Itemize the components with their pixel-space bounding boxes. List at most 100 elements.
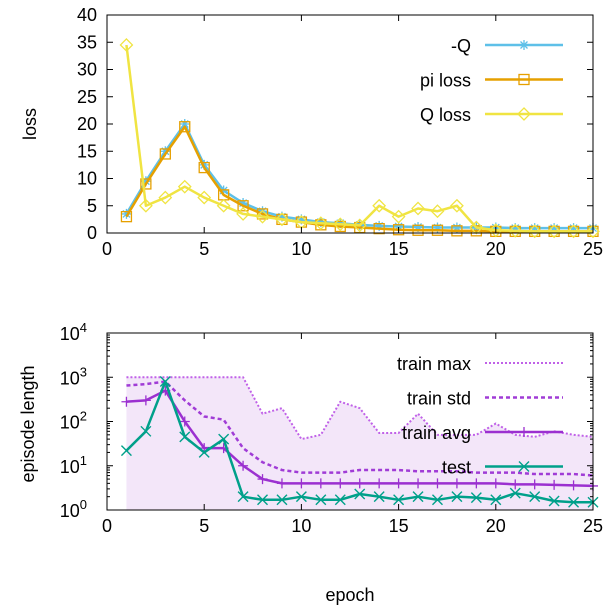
data-point <box>432 222 443 233</box>
data-point <box>568 496 580 508</box>
series-line <box>126 376 594 441</box>
x-tick-label: 5 <box>199 239 209 259</box>
data-point <box>236 207 250 221</box>
data-point <box>296 478 307 489</box>
legend-marker <box>518 73 530 86</box>
data-point <box>510 223 521 234</box>
data-point <box>256 208 269 220</box>
data-point <box>198 161 210 174</box>
legend-label: pi loss <box>420 71 471 91</box>
data-point <box>197 190 212 205</box>
data-point <box>372 198 387 213</box>
data-point <box>413 478 424 489</box>
data-point <box>393 494 405 506</box>
data-point <box>333 217 348 232</box>
x-tick-label: 5 <box>199 516 209 536</box>
data-point <box>119 38 134 52</box>
legend-label: test <box>442 458 471 478</box>
data-point <box>450 198 464 213</box>
data-point <box>313 216 328 231</box>
legend-entry-train-std: train std <box>407 389 563 409</box>
series-q-loss <box>119 38 600 239</box>
data-point <box>548 495 560 507</box>
data-point <box>549 479 560 490</box>
series-test <box>120 376 599 508</box>
x-tick-label: 25 <box>583 239 603 259</box>
data-point <box>549 223 560 234</box>
data-point <box>451 225 463 237</box>
data-point <box>392 224 405 236</box>
data-point <box>412 224 424 236</box>
data-point <box>529 491 541 503</box>
data-point <box>198 446 210 458</box>
legend-label: -Q <box>451 36 471 56</box>
data-point <box>411 201 425 216</box>
data-point <box>315 494 327 506</box>
data-point <box>140 395 151 406</box>
data-point <box>352 218 367 233</box>
data-point <box>374 478 385 489</box>
y-tick-label: 103 <box>60 364 87 388</box>
data-point <box>140 425 152 437</box>
x-tick-label: 15 <box>389 516 409 536</box>
data-point <box>354 488 366 500</box>
data-point <box>451 478 462 489</box>
legend-label: train max <box>397 354 471 374</box>
series-line <box>125 44 593 233</box>
series-line <box>125 122 593 230</box>
data-point <box>568 480 579 491</box>
x-tick-label: 0 <box>102 239 112 259</box>
episode-length-chart: episode length 0 5 10 15 20 25 100 101 102 103 104… <box>18 320 603 536</box>
legend-entry-test: test <box>442 458 563 478</box>
episode-length-plot-area: 0 5 10 15 20 25 100 101 102 103 104 <box>60 320 603 536</box>
data-point <box>451 491 463 503</box>
x-tick-label: 10 <box>291 239 311 259</box>
y-tick-label: 15 <box>77 141 97 161</box>
data-point <box>566 224 581 239</box>
legend-entry--q: -Q <box>451 36 563 56</box>
data-point <box>334 220 346 233</box>
y-tick-label: 101 <box>60 453 87 477</box>
legend-marker <box>519 40 529 50</box>
data-point <box>121 396 132 407</box>
data-point <box>120 210 133 223</box>
data-point <box>179 119 190 129</box>
y-tick-label: 10 <box>77 169 97 189</box>
data-point <box>568 223 579 234</box>
data-point <box>160 146 171 157</box>
legend-entry-q-loss: Q loss <box>420 105 563 125</box>
y-tick-label: 20 <box>77 114 97 134</box>
data-point <box>335 478 346 489</box>
data-point <box>510 479 521 490</box>
data-point <box>275 212 289 227</box>
loss-legend: -Q pi loss Q loss <box>420 36 563 125</box>
y-tick-label: 100 <box>60 497 87 521</box>
data-point <box>140 176 151 187</box>
data-point <box>430 204 445 219</box>
episode-length-y-axis-label: episode length <box>18 365 38 482</box>
data-point <box>315 478 326 489</box>
y-tick-label: 102 <box>60 409 87 433</box>
data-point <box>121 208 132 219</box>
legend-marker <box>519 427 529 437</box>
data-point <box>451 222 462 233</box>
y-tick-label: 0 <box>87 223 97 243</box>
data-point <box>529 479 540 490</box>
y-tick-label: 104 <box>60 320 87 344</box>
y-tick-label: 35 <box>77 32 97 52</box>
data-point <box>237 200 249 212</box>
data-point <box>373 491 385 503</box>
series-line <box>125 125 593 233</box>
data-point <box>255 209 270 224</box>
data-point <box>276 494 288 506</box>
data-point <box>120 445 132 457</box>
legend-label: Q loss <box>420 105 471 125</box>
data-point <box>179 431 191 443</box>
data-point <box>490 494 502 506</box>
data-point <box>295 491 307 503</box>
x-axis-label-epoch: epoch <box>325 585 374 605</box>
y-tick-label: 40 <box>77 5 97 25</box>
series-line <box>126 380 594 477</box>
data-point <box>159 376 171 388</box>
